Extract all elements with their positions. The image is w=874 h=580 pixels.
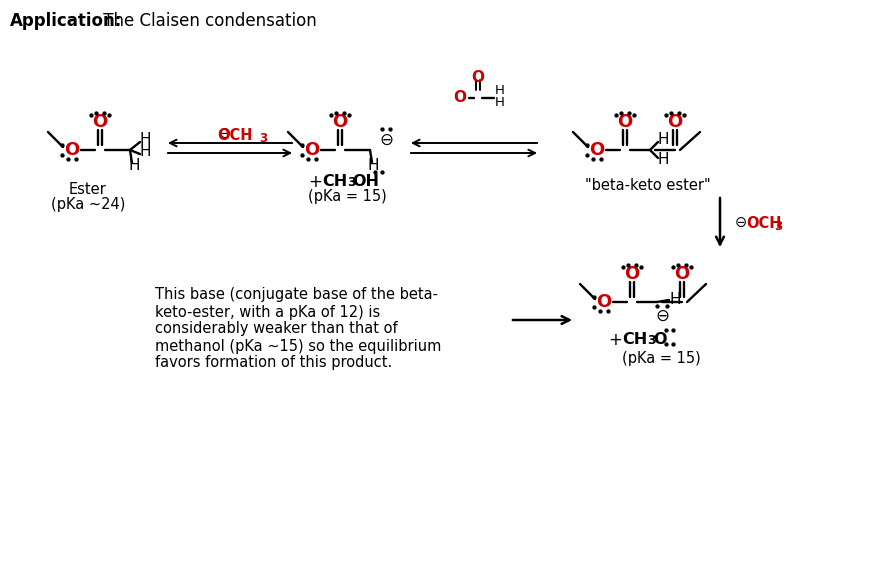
Text: ⊖: ⊖ xyxy=(735,215,747,230)
Text: OH: OH xyxy=(352,175,379,190)
Text: H: H xyxy=(669,292,681,307)
Text: H: H xyxy=(128,158,140,173)
Text: (pKa = 15): (pKa = 15) xyxy=(622,350,701,365)
Text: Ester: Ester xyxy=(69,183,107,198)
Text: The Claisen condensation: The Claisen condensation xyxy=(98,12,316,30)
Text: OCH: OCH xyxy=(746,216,781,231)
Text: O: O xyxy=(454,90,467,106)
Text: OCH: OCH xyxy=(218,128,253,143)
Text: Application:: Application: xyxy=(10,12,122,30)
Text: H: H xyxy=(495,96,505,110)
Text: 3: 3 xyxy=(774,220,782,234)
Text: O: O xyxy=(93,113,108,131)
Text: O: O xyxy=(668,113,683,131)
Text: 3: 3 xyxy=(647,334,656,346)
Text: (pKa = 15): (pKa = 15) xyxy=(308,190,387,205)
Text: H: H xyxy=(495,85,505,97)
Text: This base (conjugate base of the beta-: This base (conjugate base of the beta- xyxy=(155,288,438,303)
Text: H: H xyxy=(139,144,150,160)
Text: (pKa ~24): (pKa ~24) xyxy=(51,197,125,212)
Text: CH: CH xyxy=(622,332,648,347)
Text: keto-ester, with a pKa of 12) is: keto-ester, with a pKa of 12) is xyxy=(155,304,380,320)
Text: methanol (pKa ~15) so the equilibrium: methanol (pKa ~15) so the equilibrium xyxy=(155,339,441,353)
Text: O: O xyxy=(471,71,484,85)
Text: O: O xyxy=(675,265,690,283)
Text: CH: CH xyxy=(322,175,347,190)
Text: 3: 3 xyxy=(347,176,356,189)
Text: O: O xyxy=(304,141,320,159)
Text: O: O xyxy=(596,293,612,311)
Text: O: O xyxy=(617,113,633,131)
Text: favors formation of this product.: favors formation of this product. xyxy=(155,356,392,371)
Text: O: O xyxy=(624,265,640,283)
Text: ⊖: ⊖ xyxy=(218,125,231,140)
Text: +: + xyxy=(308,173,322,191)
Text: +: + xyxy=(608,331,622,349)
Text: O: O xyxy=(589,141,605,159)
Text: H: H xyxy=(657,153,669,168)
Text: O: O xyxy=(653,332,667,347)
Text: considerably weaker than that of: considerably weaker than that of xyxy=(155,321,398,336)
Text: "beta-keto ester": "beta-keto ester" xyxy=(586,177,711,193)
Text: ⊖: ⊖ xyxy=(379,131,393,149)
Text: 3: 3 xyxy=(259,132,267,144)
Text: ⊖: ⊖ xyxy=(655,307,669,325)
Text: H: H xyxy=(367,158,378,172)
Text: O: O xyxy=(332,113,348,131)
Text: O: O xyxy=(65,141,80,159)
Text: H: H xyxy=(139,132,150,147)
Text: H: H xyxy=(657,132,669,147)
